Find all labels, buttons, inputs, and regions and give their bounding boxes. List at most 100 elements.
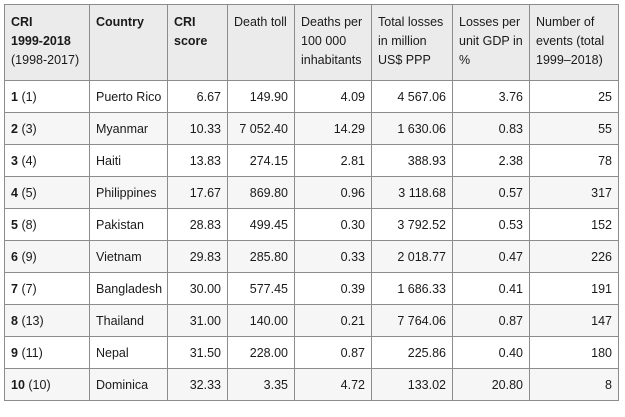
header-number-of-events: Number of events (total 1999–2018) (529, 4, 619, 81)
cell-country: Thailand (89, 304, 168, 337)
previous-rank-value: (9) (21, 249, 37, 264)
cell-cri-score: 13.83 (167, 144, 228, 177)
header-deaths-per-100k: Deaths per 100 000 inhabitants (294, 4, 372, 81)
cell-cri-score: 28.83 (167, 208, 228, 241)
cell-losses-per-gdp: 0.87 (452, 304, 530, 337)
cell-total-losses: 1 686.33 (371, 272, 453, 305)
table-row: 1 (1) Puerto Rico 6.67 149.90 4.09 4 567.06 3.… (4, 80, 619, 113)
cell-number-of-events: 226 (529, 240, 619, 273)
cell-number-of-events: 180 (529, 336, 619, 369)
previous-rank-value: (3) (21, 121, 37, 136)
header-country: Country (89, 4, 168, 81)
cell-country: Dominica (89, 368, 168, 401)
header-cri-rank: CRI 1999-2018 (1998-2017) (4, 4, 90, 81)
cell-cri-score: 29.83 (167, 240, 228, 273)
rank-value: 6 (11, 249, 18, 264)
cell-number-of-events: 8 (529, 368, 619, 401)
cell-cri-score: 31.50 (167, 336, 228, 369)
table-row: 4 (5) Philippines 17.67 869.80 0.96 3 118.68 0… (4, 176, 619, 209)
cell-rank: 9 (11) (4, 336, 90, 369)
previous-rank-value: (5) (21, 185, 37, 200)
table-row: 10 (10) Dominica 32.33 3.35 4.72 133.02 20.80 8 (4, 368, 619, 401)
cell-rank: 5 (8) (4, 208, 90, 241)
cell-total-losses: 3 792.52 (371, 208, 453, 241)
cell-country: Myanmar (89, 112, 168, 145)
cell-country: Bangladesh (89, 272, 168, 305)
cell-number-of-events: 191 (529, 272, 619, 305)
cell-rank: 2 (3) (4, 112, 90, 145)
cell-deaths-per-100k: 4.72 (294, 368, 372, 401)
rank-value: 8 (11, 313, 18, 328)
cell-number-of-events: 147 (529, 304, 619, 337)
cell-deaths-per-100k: 14.29 (294, 112, 372, 145)
previous-rank-value: (8) (21, 217, 37, 232)
table-row: 3 (4) Haiti 13.83 274.15 2.81 388.93 2.38 78 (4, 144, 619, 177)
cell-losses-per-gdp: 0.83 (452, 112, 530, 145)
previous-rank-value: (10) (28, 377, 51, 392)
table-row: 6 (9) Vietnam 29.83 285.80 0.33 2 018.77 0.47 2… (4, 240, 619, 273)
cell-cri-score: 17.67 (167, 176, 228, 209)
cell-total-losses: 7 764.06 (371, 304, 453, 337)
cell-country: Puerto Rico (89, 80, 168, 113)
cell-death-toll: 149.90 (227, 80, 295, 113)
cell-rank: 4 (5) (4, 176, 90, 209)
table-body: 1 (1) Puerto Rico 6.67 149.90 4.09 4 567.06 3.… (4, 80, 619, 401)
cell-cri-score: 10.33 (167, 112, 228, 145)
cell-losses-per-gdp: 0.40 (452, 336, 530, 369)
cell-deaths-per-100k: 0.87 (294, 336, 372, 369)
previous-rank-value: (1) (21, 89, 37, 104)
header-cri-rank-previous: (1998-2017) (11, 53, 80, 67)
rank-value: 9 (11, 345, 18, 360)
cell-country: Haiti (89, 144, 168, 177)
cell-death-toll: 577.45 (227, 272, 295, 305)
rank-value: 3 (11, 153, 18, 168)
cell-number-of-events: 317 (529, 176, 619, 209)
cell-losses-per-gdp: 0.57 (452, 176, 530, 209)
cell-death-toll: 140.00 (227, 304, 295, 337)
cell-deaths-per-100k: 0.33 (294, 240, 372, 273)
cell-rank: 10 (10) (4, 368, 90, 401)
cell-cri-score: 32.33 (167, 368, 228, 401)
rank-value: 2 (11, 121, 18, 136)
cell-death-toll: 3.35 (227, 368, 295, 401)
header-losses-per-gdp: Losses per unit GDP in % (452, 4, 530, 81)
cell-cri-score: 6.67 (167, 80, 228, 113)
cell-deaths-per-100k: 4.09 (294, 80, 372, 113)
cell-rank: 6 (9) (4, 240, 90, 273)
previous-rank-value: (13) (21, 313, 44, 328)
header-death-toll: Death toll (227, 4, 295, 81)
cell-losses-per-gdp: 3.76 (452, 80, 530, 113)
cell-total-losses: 225.86 (371, 336, 453, 369)
cell-rank: 7 (7) (4, 272, 90, 305)
previous-rank-value: (7) (21, 281, 37, 296)
cell-deaths-per-100k: 0.96 (294, 176, 372, 209)
table-row: 8 (13) Thailand 31.00 140.00 0.21 7 764.06 0.8… (4, 304, 619, 337)
header-cri-score: CRI score (167, 4, 228, 81)
cell-deaths-per-100k: 2.81 (294, 144, 372, 177)
table-row: 5 (8) Pakistan 28.83 499.45 0.30 3 792.52 0.53… (4, 208, 619, 241)
climate-risk-index-table: CRI 1999-2018 (1998-2017) Country CRI sc… (4, 4, 619, 401)
cell-number-of-events: 25 (529, 80, 619, 113)
header-cri-rank-label: CRI (11, 15, 33, 29)
cell-losses-per-gdp: 2.38 (452, 144, 530, 177)
rank-value: 5 (11, 217, 18, 232)
cell-number-of-events: 152 (529, 208, 619, 241)
cell-total-losses: 1 630.06 (371, 112, 453, 145)
rank-value: 10 (11, 377, 25, 392)
previous-rank-value: (4) (21, 153, 37, 168)
cell-rank: 1 (1) (4, 80, 90, 113)
rank-value: 1 (11, 89, 18, 104)
cell-cri-score: 31.00 (167, 304, 228, 337)
cell-losses-per-gdp: 0.41 (452, 272, 530, 305)
cell-total-losses: 388.93 (371, 144, 453, 177)
climate-risk-table-container: CRI 1999-2018 (1998-2017) Country CRI sc… (4, 4, 619, 401)
cell-death-toll: 228.00 (227, 336, 295, 369)
cell-country: Vietnam (89, 240, 168, 273)
cell-death-toll: 285.80 (227, 240, 295, 273)
cell-country: Nepal (89, 336, 168, 369)
cell-number-of-events: 55 (529, 112, 619, 145)
cell-death-toll: 7 052.40 (227, 112, 295, 145)
header-cri-rank-period: 1999-2018 (11, 34, 71, 48)
cell-deaths-per-100k: 0.30 (294, 208, 372, 241)
cell-total-losses: 4 567.06 (371, 80, 453, 113)
